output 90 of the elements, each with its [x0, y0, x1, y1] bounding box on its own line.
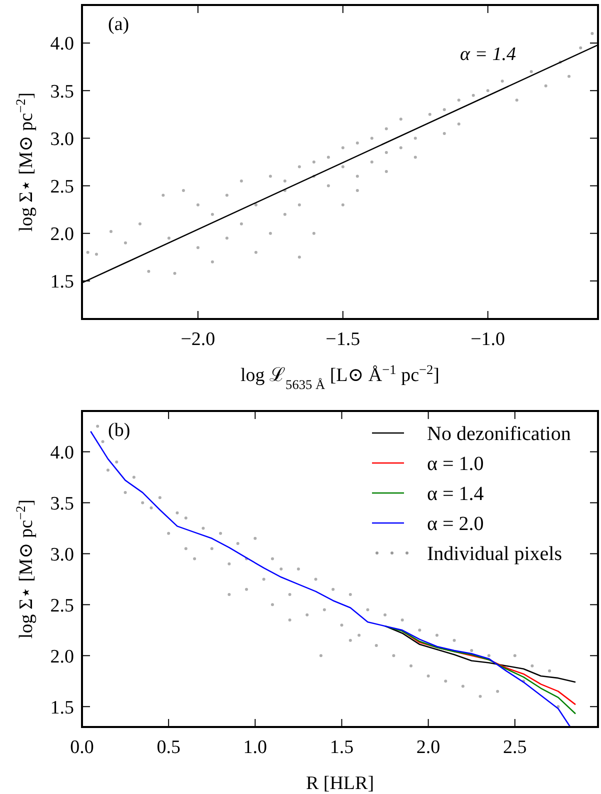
point — [101, 440, 104, 444]
y-tick-label: 2.5 — [50, 595, 74, 616]
point — [392, 654, 396, 658]
point — [167, 532, 170, 535]
legend-label: α = 1.4 — [427, 483, 484, 505]
point — [288, 618, 292, 622]
point — [374, 644, 378, 647]
point — [340, 624, 344, 627]
point — [348, 592, 352, 596]
point — [461, 684, 464, 688]
point — [184, 516, 188, 520]
y-tick-label: 3.5 — [50, 81, 74, 102]
point — [409, 664, 412, 668]
point — [418, 628, 422, 632]
point — [366, 608, 370, 612]
point — [322, 608, 326, 612]
point — [384, 613, 387, 616]
y-tick-label: 3.5 — [50, 493, 74, 514]
point — [124, 491, 127, 494]
x-axis-title: R [HLR] — [306, 773, 374, 794]
point — [280, 568, 283, 570]
point — [288, 592, 292, 596]
point — [115, 460, 118, 464]
legend-label: No dezonification — [427, 423, 571, 445]
point — [444, 680, 448, 683]
point — [452, 638, 456, 642]
point — [306, 613, 309, 616]
y-tick-label: 4.0 — [50, 442, 74, 464]
point — [435, 634, 438, 637]
x-tick-label: 2.0 — [416, 737, 440, 758]
x-tick-label: −1.5 — [326, 329, 360, 350]
annotation: (b) — [108, 420, 130, 441]
y-tick-label: 2.0 — [50, 224, 74, 246]
point — [314, 578, 318, 581]
point — [513, 654, 516, 658]
point — [400, 618, 404, 622]
legend-label: α = 1.0 — [427, 453, 484, 475]
point — [228, 592, 231, 596]
line-series — [384, 625, 576, 683]
y-tick-label: 1.5 — [50, 697, 74, 718]
point — [176, 511, 179, 514]
y-tick-label: 3.0 — [50, 544, 74, 566]
legend-label: α = 2.0 — [427, 513, 484, 535]
x-tick-label: 2.5 — [503, 737, 527, 758]
x-tick-label: 1.5 — [330, 737, 354, 758]
annotation: α = 1.4 — [460, 44, 517, 65]
point — [244, 588, 248, 591]
x-axis-title: log ℒ$_{5635 Å}$ [L⊙ Å$^{−1}$ pc$^{−2}$] — [240, 362, 440, 392]
point — [296, 568, 300, 570]
x-tick-label: 0.0 — [70, 737, 94, 758]
point — [228, 562, 231, 566]
point — [184, 547, 188, 550]
legend-label: Individual pixels — [427, 543, 562, 565]
x-tick-label: 1.0 — [243, 737, 268, 758]
x-tick-label: −2.0 — [180, 329, 216, 350]
point — [487, 654, 490, 658]
y-tick-label: 1.5 — [50, 272, 74, 293]
point — [332, 588, 335, 591]
point — [470, 649, 474, 652]
point — [530, 664, 534, 668]
line-series — [384, 625, 576, 714]
point — [141, 501, 144, 504]
point — [158, 496, 162, 500]
point — [262, 578, 266, 581]
point — [202, 526, 205, 530]
point — [358, 634, 361, 637]
y-tick-label: 2.5 — [50, 176, 74, 198]
point — [193, 557, 196, 560]
point — [219, 532, 222, 535]
point — [548, 669, 552, 672]
point — [254, 536, 257, 540]
point — [150, 506, 153, 510]
point — [210, 547, 214, 550]
x-tick-label: 0.5 — [156, 737, 180, 758]
point — [426, 674, 430, 678]
y-tick-label: 4.0 — [50, 34, 74, 55]
x-tick-label: −1.0 — [470, 329, 506, 350]
point — [496, 690, 500, 693]
point — [270, 603, 274, 606]
point — [96, 424, 100, 428]
point — [270, 557, 274, 560]
point — [478, 694, 482, 698]
point — [319, 654, 322, 658]
point — [348, 638, 352, 642]
y-tick-label: 2.0 — [50, 646, 74, 668]
point — [236, 542, 240, 546]
point — [106, 468, 110, 472]
annotation: (a) — [108, 14, 130, 35]
y-tick-label: 3.0 — [50, 128, 74, 150]
point — [132, 476, 136, 479]
